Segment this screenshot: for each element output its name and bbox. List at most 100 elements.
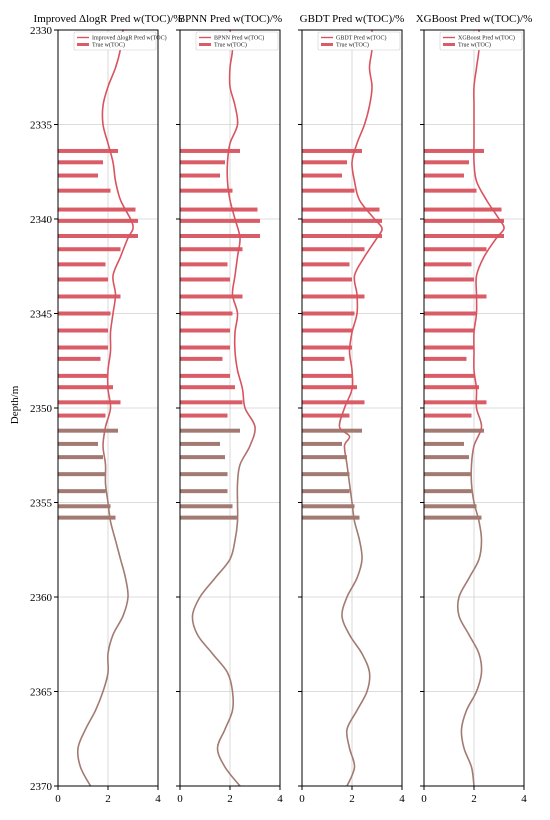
true-toc-bar	[302, 400, 365, 405]
true-toc-bar	[58, 441, 98, 446]
legend-bar-swatch	[77, 43, 89, 46]
true-toc-bar	[58, 385, 113, 390]
true-toc-bar	[180, 472, 228, 477]
true-toc-bar	[58, 356, 101, 361]
true-toc-bar	[180, 373, 230, 378]
legend-label-true: True w(TOC)	[336, 42, 369, 49]
x-tick-label: 0	[177, 793, 183, 805]
true-toc-bar	[58, 504, 111, 509]
true-toc-bar	[302, 294, 365, 299]
true-toc-bar	[180, 247, 243, 252]
true-toc-bar	[180, 160, 225, 165]
true-toc-bar	[424, 311, 477, 316]
true-toc-bar	[180, 173, 220, 178]
true-toc-bar	[302, 345, 352, 350]
y-tick-label: 2335	[30, 120, 53, 132]
true-toc-bar	[180, 345, 230, 350]
true-toc-bar	[58, 148, 118, 153]
true-toc-bar	[180, 385, 235, 390]
true-toc-bar	[180, 504, 233, 509]
true-toc-bar	[58, 262, 106, 267]
true-toc-bar	[424, 148, 484, 153]
y-tick-label: 2370	[30, 781, 53, 793]
legend-bar-swatch	[443, 43, 455, 46]
true-toc-bar	[58, 188, 111, 193]
legend-bar-swatch	[321, 43, 333, 46]
true-toc-bar	[424, 173, 464, 178]
true-toc-bar	[180, 489, 228, 494]
true-toc-bar	[302, 218, 382, 223]
legend-box	[195, 31, 279, 51]
true-toc-bar	[58, 455, 103, 460]
true-toc-bar	[58, 472, 106, 477]
true-toc-bar	[424, 413, 472, 418]
true-toc-bar	[302, 173, 342, 178]
true-toc-bar	[424, 441, 464, 446]
prediction-curve	[338, 29, 383, 787]
true-toc-bar	[180, 277, 230, 282]
true-toc-bar	[424, 428, 484, 433]
legend-bar-swatch	[199, 43, 211, 46]
legend-box	[317, 31, 401, 51]
true-toc-bar	[302, 148, 362, 153]
true-toc-bar	[424, 160, 469, 165]
legend-label-true: True w(TOC)	[214, 42, 247, 49]
y-tick-label: 2345	[30, 309, 53, 321]
true-toc-bar	[58, 428, 118, 433]
true-toc-bar	[424, 188, 477, 193]
legend-label-true: True w(TOC)	[458, 42, 491, 49]
true-toc-bar	[424, 472, 472, 477]
true-toc-bar	[424, 277, 474, 282]
true-toc-bar	[302, 247, 365, 252]
true-toc-bar	[180, 188, 233, 193]
true-toc-bar	[302, 413, 350, 418]
true-toc-bar	[302, 373, 352, 378]
true-toc-bar	[58, 234, 138, 239]
panel-title: Improved ΔlogR Pred w(TOC)/%	[34, 13, 183, 25]
y-tick-label: 2330	[30, 25, 53, 37]
prediction-curve	[76, 29, 134, 787]
true-toc-bar	[180, 294, 243, 299]
true-toc-bar	[180, 262, 228, 267]
y-tick-label: 2355	[30, 498, 53, 510]
true-toc-bar	[58, 218, 138, 223]
true-toc-bar	[424, 234, 504, 239]
true-toc-bar	[58, 247, 121, 252]
true-toc-bar	[58, 345, 108, 350]
true-toc-bar	[424, 385, 479, 390]
true-toc-bar	[180, 400, 243, 405]
true-toc-bar	[302, 472, 350, 477]
panel-title: BPNN Pred w(TOC)/%	[178, 13, 282, 25]
true-toc-bar	[58, 489, 106, 494]
true-toc-bar	[180, 413, 228, 418]
x-tick-label: 0	[299, 793, 305, 805]
y-tick-label: 2365	[30, 687, 53, 699]
true-toc-bar	[302, 356, 345, 361]
true-toc-bar	[58, 160, 103, 165]
y-axis-label: Depth/m	[9, 385, 21, 424]
x-tick-label: 4	[155, 793, 161, 805]
true-toc-bar	[302, 188, 355, 193]
true-toc-bar	[180, 455, 225, 460]
true-toc-bar	[58, 413, 106, 418]
true-toc-bar	[58, 277, 108, 282]
x-tick-label: 4	[399, 793, 405, 805]
panel-2: 0 2 4 BPNN Pred w(TOC)/% BPNN Pred w(TOC)Tru…	[176, 13, 283, 805]
true-toc-bar	[424, 262, 472, 267]
true-toc-bar	[302, 328, 352, 333]
true-toc-bar	[180, 515, 238, 520]
x-tick-label: 2	[227, 793, 233, 805]
y-tick-label: 2340	[30, 214, 53, 226]
prediction-curve	[191, 29, 256, 787]
true-toc-bar	[180, 207, 258, 212]
x-tick-label: 4	[521, 793, 527, 805]
true-toc-bar	[180, 441, 220, 446]
true-toc-bar	[180, 356, 223, 361]
true-toc-bar	[424, 294, 487, 299]
true-toc-bar	[180, 218, 260, 223]
true-toc-bar	[424, 504, 477, 509]
true-toc-bar	[302, 207, 380, 212]
true-toc-bar	[302, 160, 347, 165]
true-toc-bar	[302, 455, 347, 460]
